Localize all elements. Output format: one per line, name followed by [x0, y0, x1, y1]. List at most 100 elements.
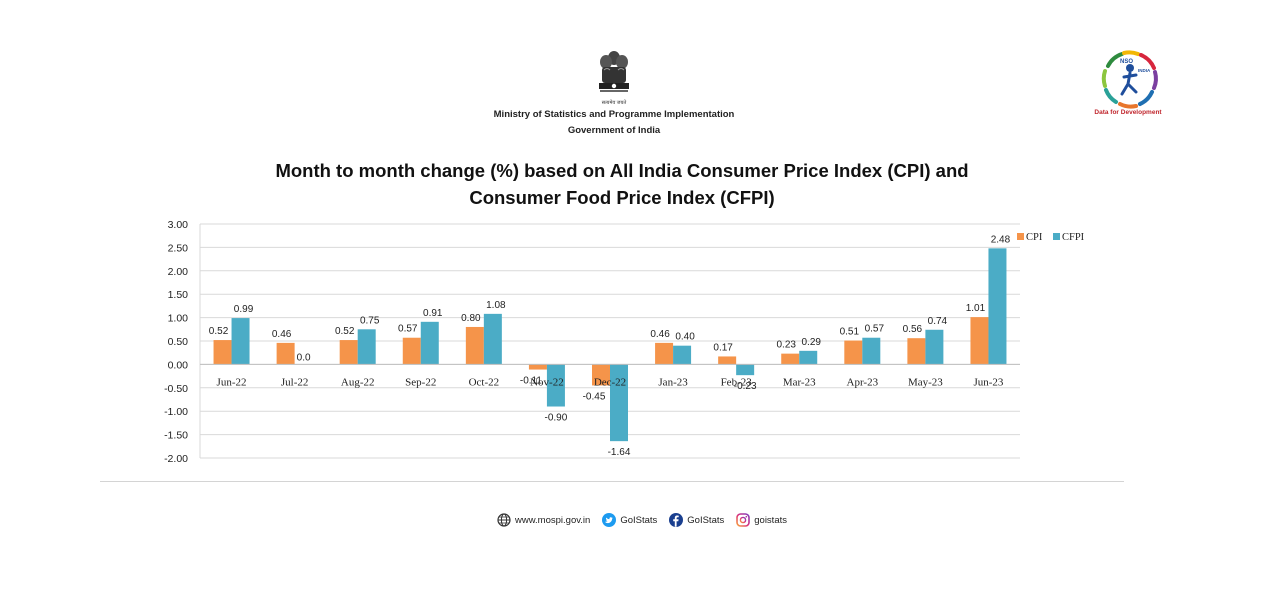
footer-instagram[interactable]: goistats — [736, 513, 787, 527]
bar-cpi-apr-23 — [844, 340, 863, 365]
bar-cpi-dec-22 — [592, 364, 610, 386]
data-label-cfpi: 0.0 — [297, 352, 311, 363]
data-label-cfpi: 0.99 — [234, 304, 254, 315]
instagram-handle[interactable]: goistats — [754, 514, 787, 526]
footer-twitter[interactable]: GoIStats — [602, 513, 657, 527]
x-tick-label: Jul-22 — [281, 376, 309, 388]
y-tick-label: -1.00 — [164, 406, 188, 418]
bar-cfpi-jun-23 — [988, 248, 1007, 365]
bar-cfpi-dec-22 — [610, 364, 628, 442]
data-label-cpi: -0.45 — [583, 391, 606, 402]
twitter-handle[interactable]: GoIStats — [620, 514, 658, 526]
data-label-cfpi: -0.23 — [734, 381, 757, 392]
y-tick-label: 3.00 — [168, 219, 189, 231]
bar-cfpi-jan-23 — [673, 345, 692, 365]
x-tick-label: Nov-22 — [530, 376, 564, 388]
legend-label-cpi: CPI — [1026, 232, 1043, 243]
x-tick-label: Sep-22 — [405, 376, 436, 388]
footer-facebook[interactable]: GoIStats — [669, 513, 724, 527]
bar-cfpi-may-23 — [925, 329, 944, 365]
x-tick-label: May-23 — [908, 376, 943, 388]
data-label-cfpi: 0.29 — [801, 337, 821, 348]
bar-cfpi-sep-22 — [420, 321, 439, 365]
data-label-cpi: 0.51 — [840, 327, 860, 338]
globe-icon — [497, 513, 511, 527]
y-tick-label: 2.50 — [168, 242, 189, 254]
bar-cpi-jun-22 — [213, 340, 232, 365]
bar-cpi-nov-22 — [528, 364, 547, 370]
bar-cfpi-nov-22 — [546, 364, 565, 407]
data-label-cpi: 0.80 — [461, 313, 481, 324]
data-label-cfpi: 0.75 — [360, 315, 380, 326]
ministry-name: Ministry of Statistics and Programme Imp… — [493, 109, 735, 120]
bar-cpi-feb-23 — [718, 356, 737, 365]
bar-cpi-jun-23 — [970, 317, 989, 365]
bar-cpi-mar-23 — [781, 353, 800, 365]
data-label-cfpi: -1.64 — [608, 447, 631, 458]
website-link[interactable]: www.mospi.gov.in — [514, 514, 591, 526]
bar-cfpi-oct-22 — [483, 313, 502, 365]
facebook-icon — [669, 513, 684, 527]
data-label-cpi: 0.57 — [398, 324, 418, 335]
logo-tagline: Data for Development — [1094, 109, 1162, 116]
data-label-cpi: 0.23 — [776, 340, 796, 351]
instagram-icon — [736, 513, 751, 527]
x-tick-label: Oct-22 — [469, 376, 500, 388]
data-label-cfpi: 0.57 — [865, 324, 885, 335]
y-tick-label: 0.50 — [168, 336, 189, 348]
bar-cpi-may-23 — [907, 338, 926, 365]
footer: www.mospi.gov.in GoIStats GoIStats — [0, 510, 1280, 530]
logo-text-nso: NSO — [1120, 59, 1133, 65]
legend-swatch-cfpi — [1053, 233, 1060, 240]
national-emblem-icon: सत्यमेव जयते — [599, 51, 629, 106]
data-label-cpi: -0.11 — [520, 376, 542, 387]
x-tick-label: Aug-22 — [341, 376, 375, 388]
bar-cfpi-feb-23 — [736, 364, 755, 376]
bar-cfpi-aug-22 — [357, 329, 376, 365]
x-tick-label: Dec-22 — [594, 376, 626, 388]
bar-cpi-jan-23 — [655, 342, 674, 365]
y-tick-label: 1.50 — [168, 289, 189, 301]
bar-cpi-oct-22 — [465, 326, 484, 365]
chart-title-line-2: Consumer Food Price Index (CFPI) — [469, 187, 775, 208]
y-tick-label: -0.50 — [164, 383, 188, 395]
bar-cpi-aug-22 — [339, 340, 358, 365]
y-tick-label: 0.00 — [168, 359, 189, 371]
chart-title: Month to month change (%) based on All I… — [0, 157, 1244, 211]
x-tick-label: Apr-23 — [847, 376, 879, 388]
data-label-cpi: 0.46 — [650, 329, 670, 340]
bar-cpi-jul-22 — [276, 342, 295, 365]
x-tick-label: Mar-23 — [783, 376, 816, 388]
footer-website[interactable]: www.mospi.gov.in — [497, 513, 590, 527]
y-tick-label: 2.00 — [168, 266, 189, 278]
nso-india-logo-icon: NSO INDIA — [1101, 50, 1158, 109]
data-label-cpi: 1.01 — [966, 303, 986, 314]
bar-cfpi-jun-22 — [231, 318, 250, 365]
legend-label-cfpi: CFPI — [1062, 232, 1085, 243]
legend-swatch-cpi — [1017, 233, 1024, 240]
data-label-cpi: 0.17 — [713, 342, 733, 353]
y-tick-label: -2.00 — [164, 453, 188, 465]
x-tick-label: Jun-22 — [217, 376, 247, 388]
data-label-cpi: 0.46 — [272, 329, 292, 340]
facebook-handle[interactable]: GoIStats — [687, 514, 725, 526]
divider — [100, 481, 1124, 482]
x-tick-label: Jun-23 — [973, 376, 1003, 388]
y-tick-label: 1.00 — [168, 313, 189, 325]
twitter-icon — [602, 513, 617, 527]
y-tick-label: -1.50 — [164, 430, 188, 442]
data-label-cfpi: 2.48 — [991, 234, 1011, 245]
data-label-cfpi: 1.08 — [486, 300, 506, 311]
logo-text-india: INDIA — [1138, 68, 1151, 73]
data-label-cfpi: -0.90 — [545, 413, 568, 424]
data-label-cpi: 0.56 — [903, 324, 923, 335]
emblem-motto: सत्यमेव जयते — [602, 99, 627, 106]
bar-cfpi-apr-23 — [862, 337, 881, 365]
data-label-cfpi: 0.74 — [928, 316, 948, 327]
data-label-cpi: 0.52 — [209, 326, 229, 337]
bar-cpi-sep-22 — [402, 337, 421, 365]
x-tick-label: Jan-23 — [658, 376, 688, 388]
chart-title-line-1: Month to month change (%) based on All I… — [275, 160, 969, 181]
data-label-cfpi: 0.40 — [675, 332, 695, 343]
data-label-cfpi: 0.91 — [423, 308, 443, 319]
